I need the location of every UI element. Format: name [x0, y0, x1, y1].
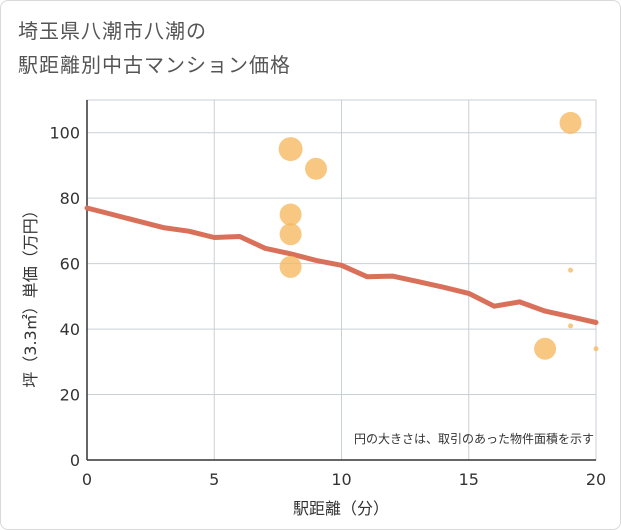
chart-note: 円の大きさは、取引のあった物件面積を示す: [354, 431, 594, 446]
y-tick-label: 0: [70, 451, 80, 470]
y-tick-label: 20: [60, 386, 80, 405]
x-tick-label: 15: [459, 470, 479, 489]
axes: [86, 100, 596, 461]
y-axis-title: 坪（3.3㎡）単価（万円）: [21, 202, 40, 387]
x-tick-label: 10: [331, 470, 351, 489]
data-point: [534, 337, 557, 360]
chart-title: 埼玉県八潮市八潮の 駅距離別中古マンション価格: [18, 14, 291, 82]
tick-labels: 0 5 10 15 20 0 20 40 60 80 100: [49, 124, 606, 489]
x-tick-label: 20: [586, 470, 606, 489]
data-point: [305, 157, 328, 180]
trend-line: [84, 205, 599, 325]
data-point: [559, 111, 582, 134]
data-point: [279, 203, 302, 226]
chart-title-line-1: 埼玉県八潮市八潮の: [18, 19, 207, 43]
y-tick-label: 60: [60, 255, 80, 274]
x-tick-label: 5: [209, 470, 219, 489]
data-point: [279, 223, 302, 246]
x-axis-title: 駅距離（分）: [293, 499, 389, 518]
y-tick-label: 80: [60, 189, 80, 208]
bubble-group: [278, 111, 599, 360]
trend-line-group: [84, 205, 599, 325]
data-point: [279, 255, 302, 278]
x-tick-label: 0: [82, 470, 92, 489]
data-point: [278, 137, 303, 162]
data-point: [568, 323, 574, 329]
grid-lines: [86, 99, 597, 461]
y-tick-label: 40: [60, 320, 80, 339]
y-tick-label: 100: [49, 124, 80, 143]
chart-title-line-2: 駅距離別中古マンション価格: [18, 53, 291, 77]
data-point: [568, 267, 574, 273]
data-point: [593, 346, 599, 352]
